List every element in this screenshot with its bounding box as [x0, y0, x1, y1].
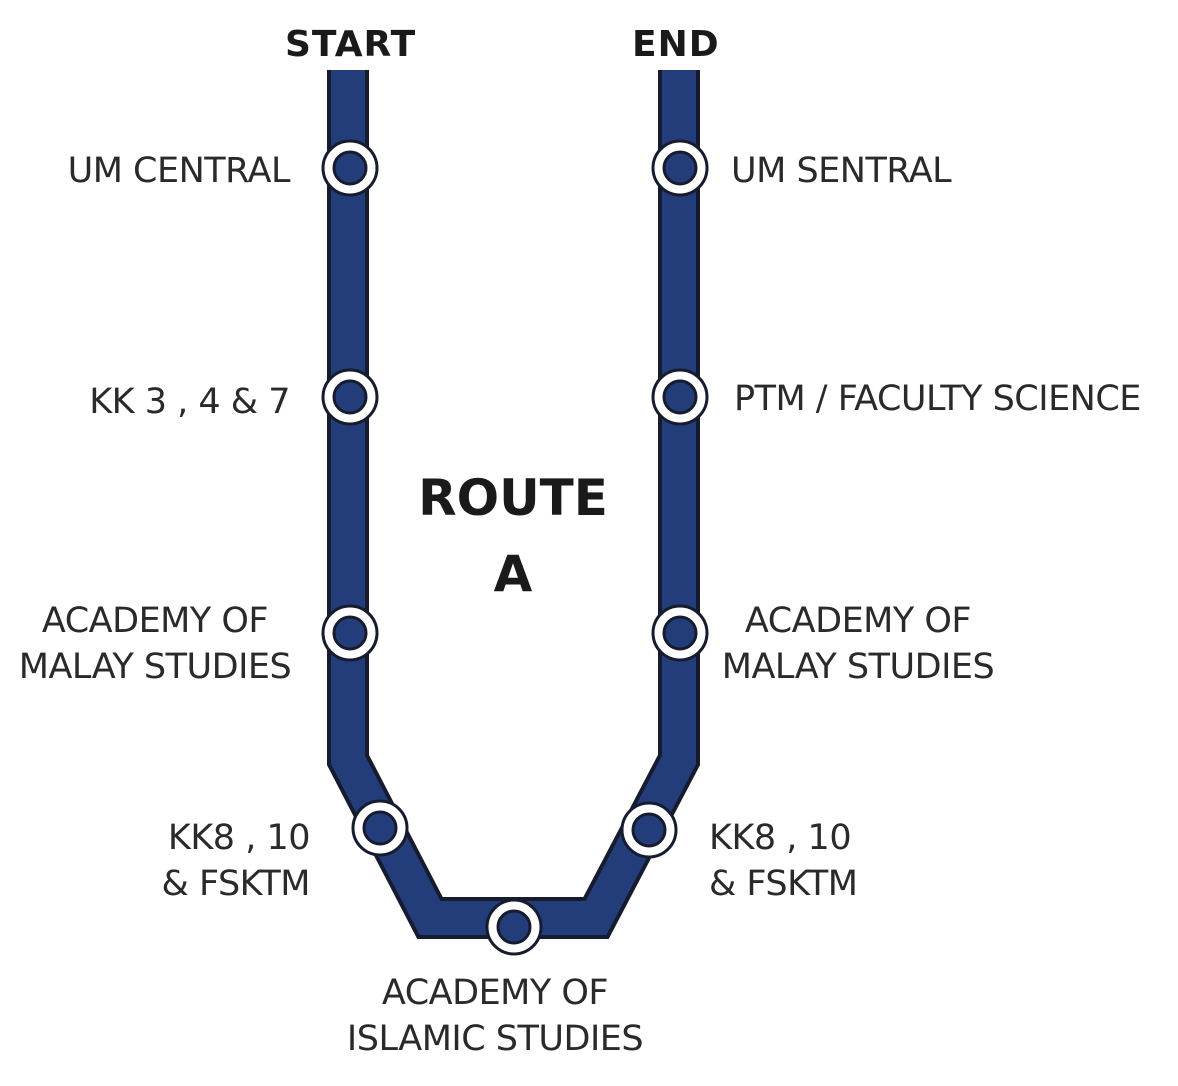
stop-marker-um-central [321, 139, 379, 197]
stop-label-ptm-faculty-science: PTM / FACULTY SCIENCE [734, 379, 1141, 419]
stop-marker-academy-malay-studies-left [321, 604, 379, 662]
stop-marker-kk8-10-fsktm-left [351, 799, 409, 857]
stop-label-um-central: UM CENTRAL [67, 151, 291, 191]
stop-label-academy-malay-studies-left: ACADEMY OF MALAY STUDIES [18, 601, 292, 687]
stop-marker-kk-3-4-7 [321, 368, 379, 426]
stop-label-academy-islamic-studies: ACADEMY OF ISLAMIC STUDIES [346, 973, 644, 1059]
route-title-line1: ROUTE [418, 469, 608, 527]
stop-marker-academy-malay-studies-right [651, 604, 709, 662]
start-label: START [285, 24, 417, 65]
stop-label-um-sentral: UM SENTRAL [731, 151, 952, 191]
stop-label-kk8-10-fsktm-left: KK8 , 10 & FSKTM [161, 818, 311, 904]
stop-marker-kk8-10-fsktm-right [620, 801, 678, 859]
stop-label-academy-malay-studies-right: ACADEMY OF MALAY STUDIES [721, 601, 995, 687]
stop-label-kk8-10-fsktm-right: KK8 , 10 & FSKTM [709, 818, 858, 904]
stop-marker-ptm-faculty-science [651, 368, 709, 426]
stop-marker-um-sentral [651, 139, 709, 197]
stop-marker-academy-islamic-studies [485, 898, 543, 956]
route-title-line2: A [493, 545, 533, 603]
end-label: END [632, 24, 720, 65]
stop-label-kk-3-4-7: KK 3 , 4 & 7 [89, 382, 290, 422]
route-title: ROUTE A [400, 460, 626, 612]
